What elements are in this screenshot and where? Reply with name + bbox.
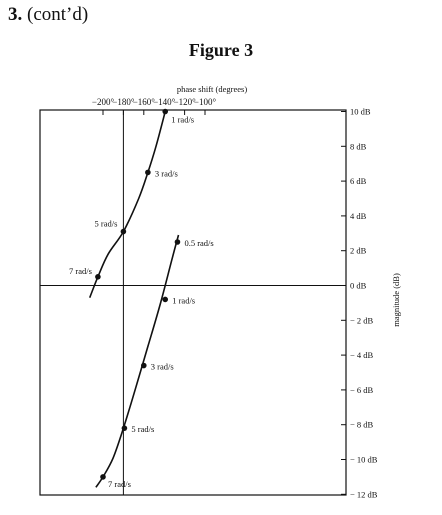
x-tick-label: −140° bbox=[153, 97, 176, 107]
data-point-label: 1 rad/s bbox=[171, 115, 194, 125]
y-tick-label: − 8 dB bbox=[350, 420, 374, 430]
data-point bbox=[162, 108, 169, 115]
data-point-label: 0.5 rad/s bbox=[184, 238, 213, 248]
data-point bbox=[121, 425, 128, 431]
y-tick-label: 4 dB bbox=[350, 211, 367, 221]
y-tick-label: 2 dB bbox=[350, 246, 367, 256]
x-tick-label: −200° bbox=[92, 97, 115, 107]
data-point bbox=[174, 239, 181, 245]
y-tick-label: 6 dB bbox=[350, 176, 367, 186]
x-tick-label: −180° bbox=[112, 97, 135, 107]
data-point-label: 5 rad/s bbox=[94, 219, 117, 229]
x-tick-label: −100° bbox=[194, 97, 217, 107]
y-tick-label: − 6 dB bbox=[350, 385, 374, 395]
plot-frame bbox=[39, 109, 347, 496]
question-heading: 3. (cont’d) bbox=[8, 4, 88, 26]
data-point bbox=[141, 362, 147, 369]
y-tick-label: 8 dB bbox=[350, 141, 367, 151]
data-point-label: 3 rad/s bbox=[151, 362, 174, 372]
y-tick-label: − 12 dB bbox=[350, 489, 378, 499]
data-point bbox=[145, 169, 151, 176]
x-tick-label: −160° bbox=[133, 97, 156, 107]
data-point-label: 7 rad/s bbox=[69, 266, 92, 276]
data-point bbox=[95, 274, 101, 280]
x-axis-label: phase shift (degrees) bbox=[177, 84, 248, 94]
y-tick-label: 10 dB bbox=[350, 107, 371, 117]
y-axis-label: magnitude (dB) bbox=[391, 273, 401, 327]
data-point bbox=[162, 296, 169, 303]
data-point-label: 3 rad/s bbox=[155, 168, 178, 178]
y-tick-label: 0 dB bbox=[350, 281, 367, 291]
data-point-label: 5 rad/s bbox=[131, 424, 154, 434]
question-continued: (cont’d) bbox=[27, 4, 89, 25]
y-tick-label: − 2 dB bbox=[350, 315, 374, 325]
data-point bbox=[120, 228, 127, 235]
question-number: 3. bbox=[8, 4, 23, 25]
frequency-response-curve bbox=[95, 234, 180, 488]
frequency-response-curve bbox=[88, 111, 166, 298]
x-tick-label: −120° bbox=[174, 97, 197, 107]
data-point-label: 1 rad/s bbox=[172, 295, 195, 305]
figure-title: Figure 3 bbox=[188, 40, 254, 60]
y-tick-label: − 4 dB bbox=[350, 350, 374, 360]
y-tick-label: − 10 dB bbox=[350, 455, 378, 465]
data-point bbox=[100, 474, 106, 480]
data-point-label: 7 rad/s bbox=[108, 479, 131, 489]
